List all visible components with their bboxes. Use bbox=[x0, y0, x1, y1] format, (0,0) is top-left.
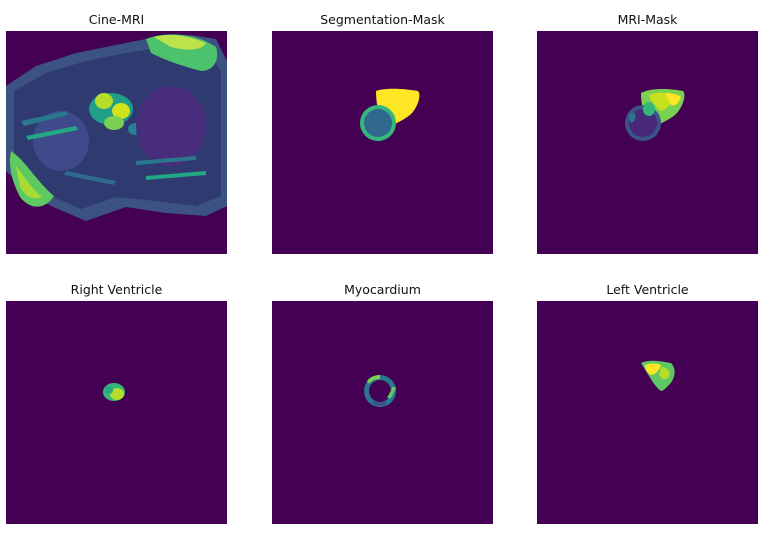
panel-title: Segmentation-Mask bbox=[320, 12, 445, 27]
panel-title: MRI-Mask bbox=[617, 12, 678, 27]
panel-title: Myocardium bbox=[344, 282, 421, 297]
cine-mri-image bbox=[6, 31, 227, 254]
right-ventricle-image bbox=[6, 301, 227, 524]
segmentation-mask-image bbox=[272, 31, 493, 254]
panel-title: Left Ventricle bbox=[606, 282, 689, 297]
left-ventricle-image bbox=[537, 301, 758, 524]
panel-title: Right Ventricle bbox=[70, 282, 163, 297]
mri-mask-image bbox=[537, 31, 758, 254]
panel-title: Cine-MRI bbox=[88, 12, 145, 27]
myocardium-image bbox=[272, 301, 493, 524]
